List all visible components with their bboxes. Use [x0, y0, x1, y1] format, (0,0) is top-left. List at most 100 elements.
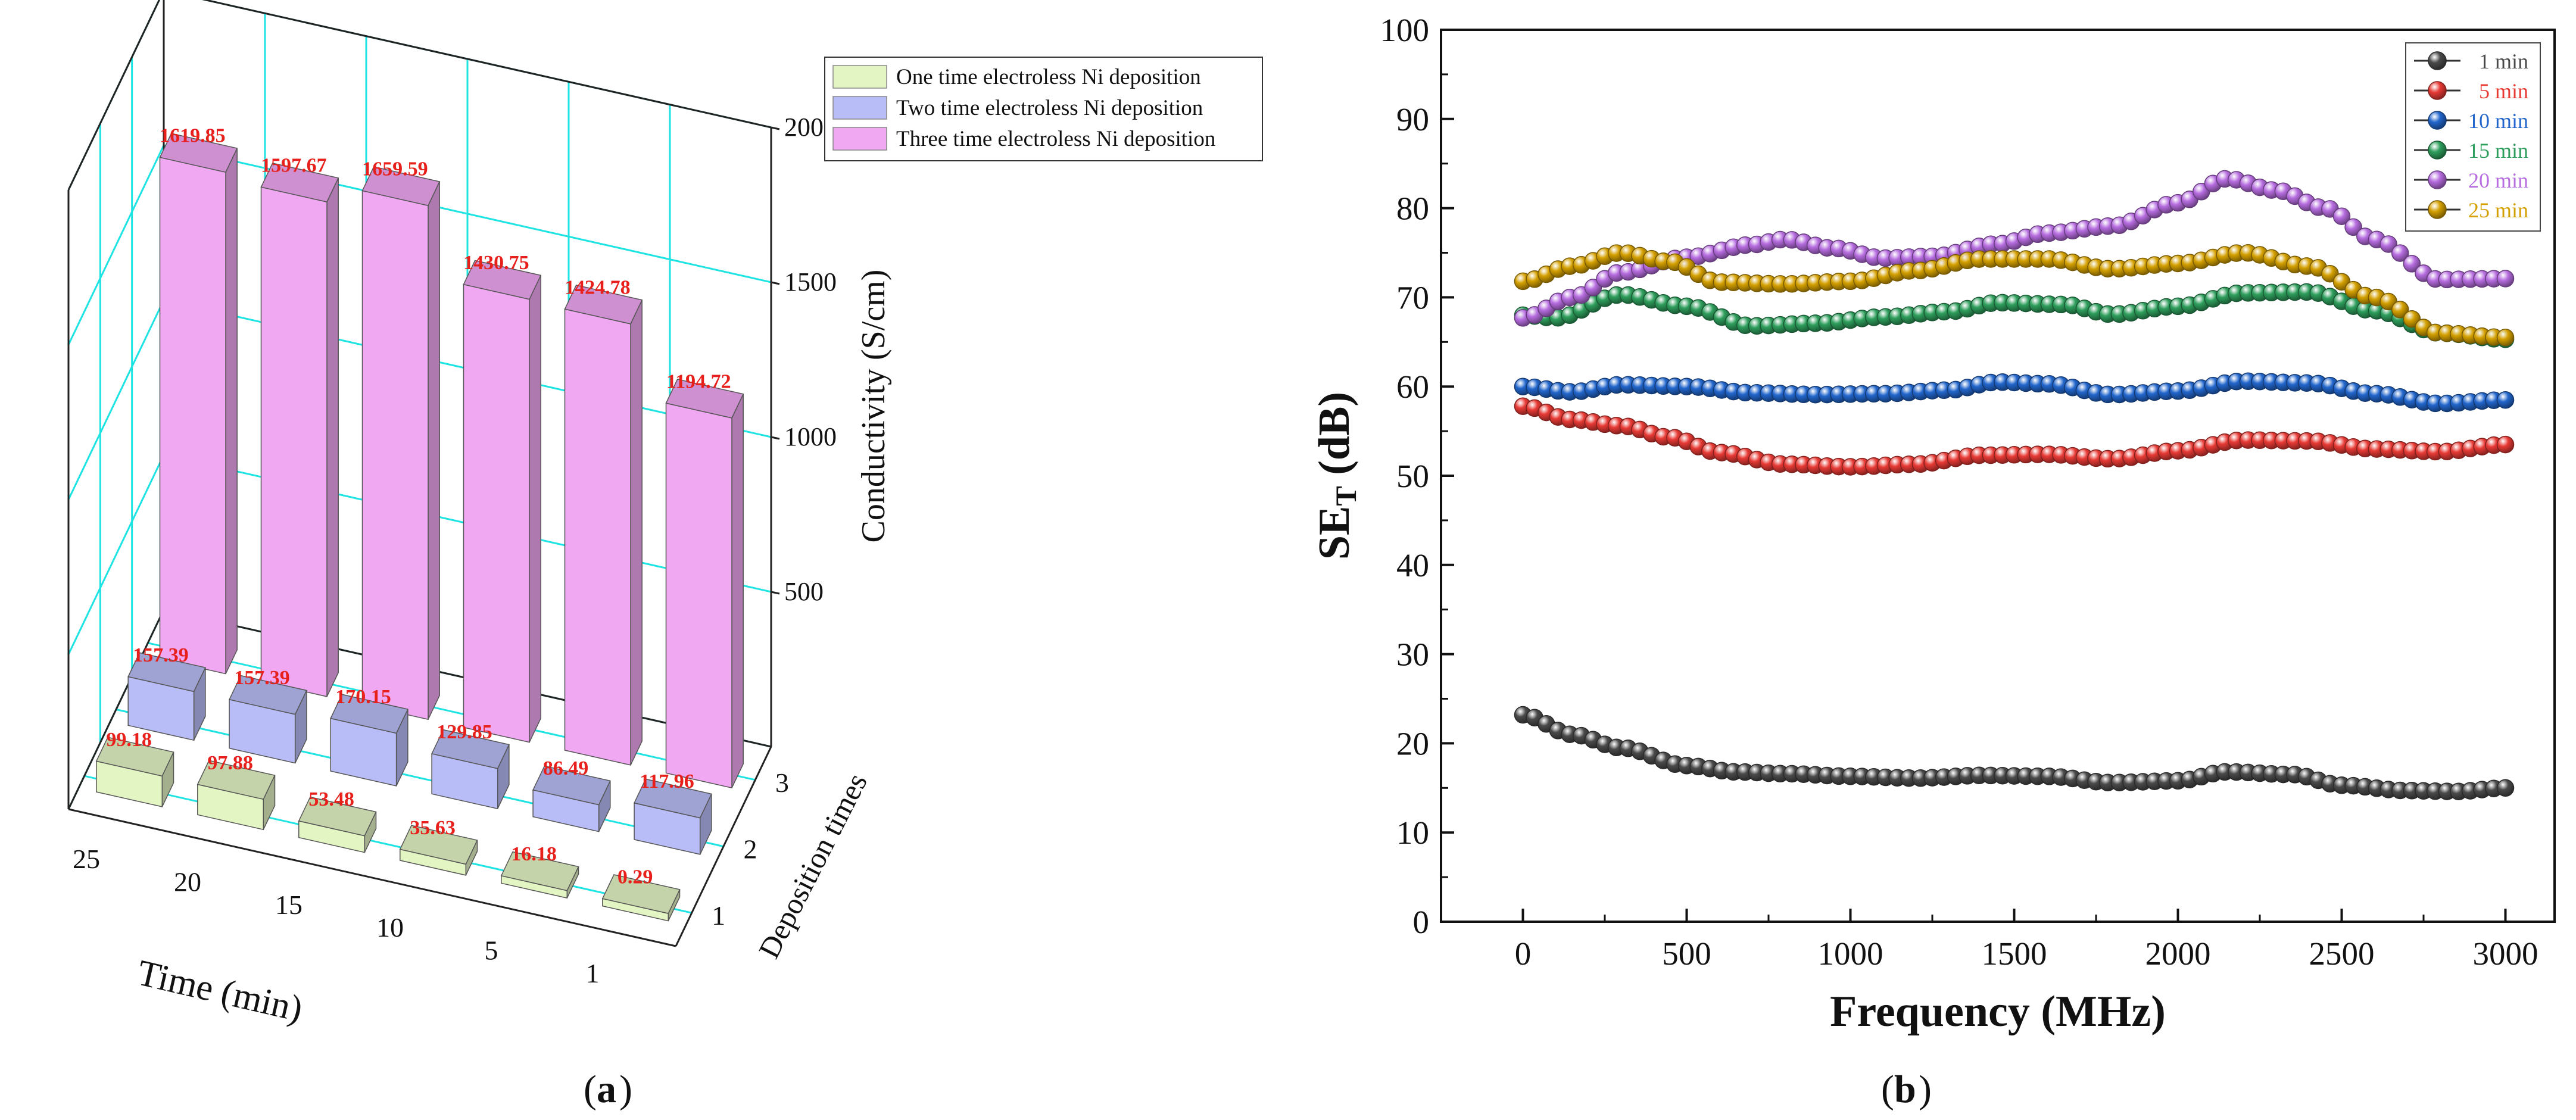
data-point: [1958, 251, 1976, 270]
x-tick-label: 500: [1662, 935, 1711, 972]
bar-2-4: 129.85: [431, 721, 510, 810]
data-point: [2157, 255, 2175, 273]
x-tick-label: 5: [485, 935, 498, 966]
side-wall-gridline: [67, 300, 165, 500]
data-point: [2438, 324, 2456, 342]
data-point: [1642, 376, 1661, 395]
bar-3-3: 1659.59: [361, 158, 441, 720]
data-point: [1549, 308, 1567, 327]
data-point: [2450, 441, 2468, 459]
data-point: [1830, 457, 1848, 476]
legend-entry-label: 15 min: [2468, 139, 2528, 163]
data-point: [1923, 260, 1941, 278]
data-point: [2286, 374, 2304, 392]
data-point: [1549, 408, 1567, 426]
legend-swatch: [832, 127, 887, 151]
data-point: [1689, 265, 1707, 283]
data-point: [2332, 436, 2351, 454]
data-point: [2005, 446, 2023, 464]
data-point: [1701, 245, 1719, 263]
data-point: [2193, 768, 2210, 786]
legend-entry-label: 1 min: [2479, 49, 2528, 73]
data-point: [1900, 306, 1918, 325]
data-point: [1549, 292, 1567, 310]
data-point: [2309, 198, 2327, 216]
x-tick-label: 2500: [2309, 935, 2375, 972]
data-point: [1724, 273, 1742, 292]
data-point: [2029, 767, 2047, 785]
data-point: [2403, 782, 2421, 800]
data-point: [1806, 274, 1825, 292]
data-point: [2321, 376, 2339, 395]
legend-marker: [2428, 51, 2447, 70]
data-point: [1958, 767, 1976, 785]
data-point: [2332, 379, 2351, 397]
data-point: [1596, 289, 1614, 307]
data-point: [2262, 181, 2281, 199]
data-point: [2297, 768, 2316, 786]
bar-data-label: 1424.78: [565, 276, 631, 298]
data-point: [1724, 238, 1742, 256]
data-point: [2368, 230, 2386, 249]
data-point: [1970, 446, 1988, 464]
z-tick: [771, 436, 780, 440]
legend-entry-label: 20 min: [2468, 169, 2528, 192]
data-point: [1853, 310, 1871, 327]
data-point: [1607, 738, 1626, 757]
data-point: [2473, 438, 2491, 456]
data-point: [1748, 451, 1766, 469]
data-point: [1572, 256, 1590, 274]
data-point: [1713, 444, 1731, 461]
data-point: [2227, 171, 2246, 189]
data-point: [1935, 451, 1953, 470]
data-point: [2286, 255, 2304, 274]
data-point: [2122, 258, 2140, 277]
bar-data-label: 1597.67: [261, 155, 327, 177]
data-point: [1994, 766, 2011, 785]
data-point: [1818, 457, 1836, 475]
data-point: [2063, 769, 2082, 788]
legend-entry-label: Two time electroless Ni deposition: [896, 96, 1203, 120]
panel-label-close-paren: ): [1919, 1068, 1932, 1111]
data-point: [1584, 295, 1602, 313]
bar-top-face: [229, 675, 307, 715]
bar-side-face: [529, 275, 541, 742]
bar-data-label: 157.39: [234, 667, 290, 689]
bar-1-6: 0.29: [601, 866, 681, 922]
data-point: [1876, 249, 1895, 267]
data-point: [2110, 450, 2129, 467]
data-point: [2075, 448, 2094, 466]
data-point: [2251, 246, 2269, 264]
data-point: [2029, 225, 2047, 244]
bar-front-face: [463, 283, 530, 743]
data-point: [1783, 275, 1801, 293]
data-point: [2368, 779, 2386, 797]
data-point: [1619, 417, 1638, 435]
data-point: [2063, 297, 2082, 314]
data-point: [1526, 399, 1543, 417]
data-point: [2052, 223, 2070, 241]
data-point: [2309, 375, 2327, 392]
data-point: [2251, 178, 2269, 196]
data-point: [1853, 385, 1871, 403]
data-point: [1689, 299, 1707, 317]
y-tick-label: 70: [1396, 279, 1429, 316]
data-point: [2461, 393, 2480, 411]
data-point: [2204, 248, 2222, 267]
data-point: [2309, 771, 2327, 790]
data-point: [1970, 376, 1988, 394]
data-point: [1760, 316, 1777, 335]
data-point: [2450, 325, 2468, 343]
data-point: [1654, 751, 1672, 769]
panel-label-letter: b: [1894, 1068, 1916, 1111]
data-point: [1654, 377, 1672, 395]
data-point: [1514, 706, 1532, 724]
x-tick-label: 2000: [2145, 935, 2211, 972]
data-point: [2098, 450, 2117, 468]
data-point: [1677, 432, 1696, 450]
data-point: [1876, 456, 1895, 475]
data-point: [2461, 270, 2480, 288]
data-point: [1818, 314, 1836, 332]
data-point: [1713, 241, 1731, 260]
data-point: [1841, 458, 1860, 476]
